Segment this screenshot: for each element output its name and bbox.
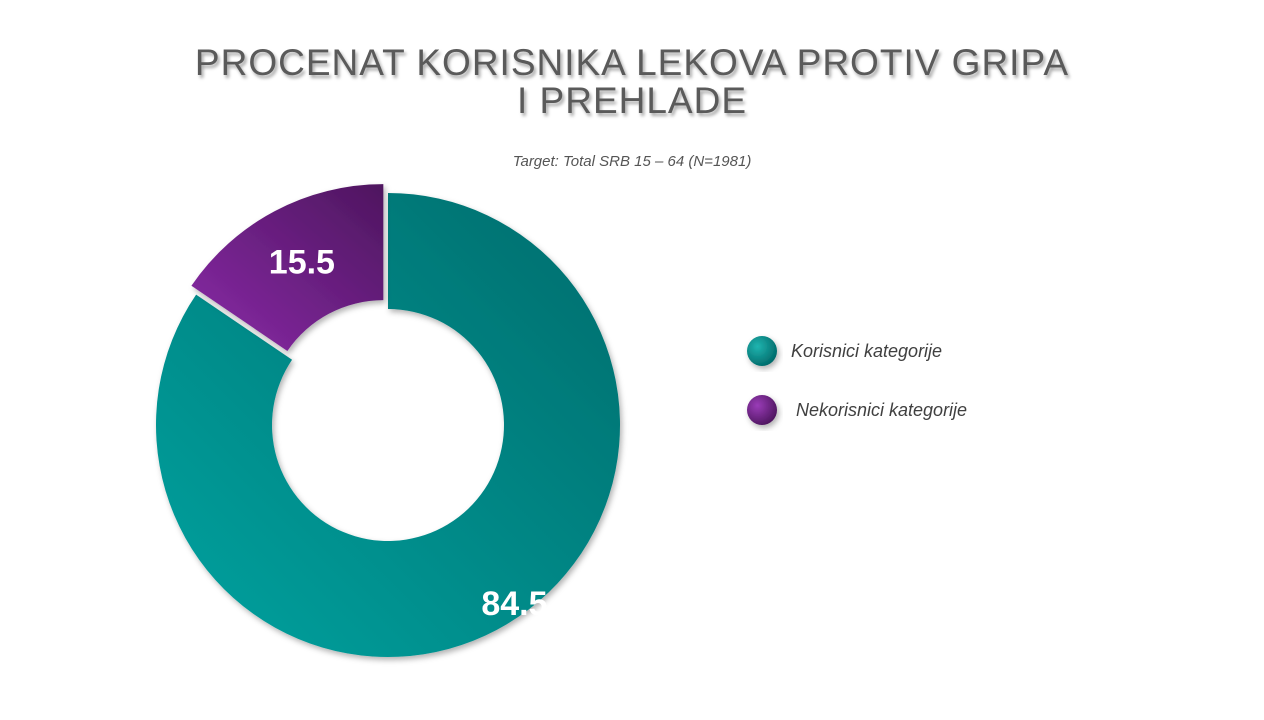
chart-title-line-1: PROCENAT KORISNIKA LEKOVA PROTIV GRIPA xyxy=(194,42,1070,83)
legend-label-1: Korisnici kategorije xyxy=(791,341,942,361)
chart-legend: Korisnici kategorije Nekorisnici kategori… xyxy=(747,336,967,425)
legend-marker-1 xyxy=(747,336,777,366)
legend-marker-2 xyxy=(747,395,777,425)
donut-slices xyxy=(155,184,621,657)
donut-slice-1 xyxy=(155,193,621,657)
chart-title-line-2: I PREHLADE xyxy=(516,80,747,121)
chart-subtitle: Target: Total SRB 15 – 64 (N=1981) xyxy=(512,153,752,170)
legend-label-2: Nekorisnici kategorije xyxy=(796,400,967,420)
data-label-1: 84.5 xyxy=(481,585,547,623)
donut-data-labels: 84.5 15.5 xyxy=(269,243,548,622)
chart-title: PROCENAT KORISNIKA LEKOVA PROTIV GRIPA I… xyxy=(0,44,1264,120)
donut-slice-2 xyxy=(191,184,384,351)
data-label-2: 15.5 xyxy=(269,243,335,281)
